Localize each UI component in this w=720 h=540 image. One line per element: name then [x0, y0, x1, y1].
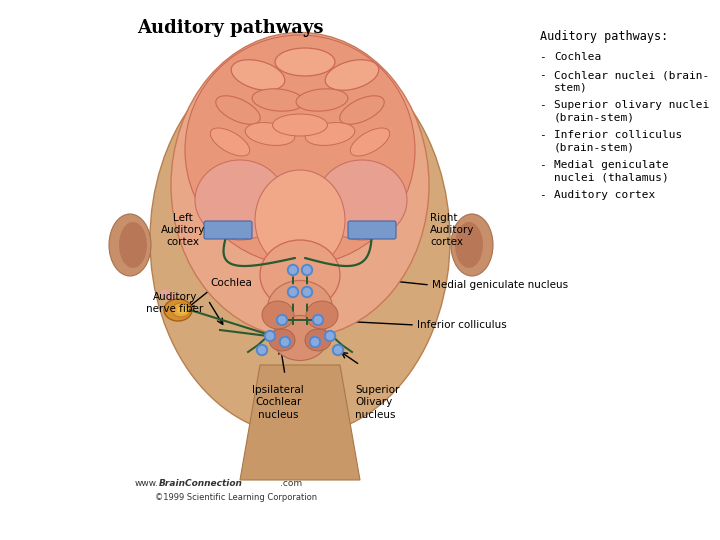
Text: Auditory cortex: Auditory cortex — [554, 190, 655, 200]
Text: Auditory pathways: Auditory pathways — [137, 19, 324, 37]
Circle shape — [302, 265, 312, 275]
Text: Cochlea: Cochlea — [554, 52, 601, 62]
Ellipse shape — [262, 301, 294, 329]
Text: Inferior colliculus
(brain-stem): Inferior colliculus (brain-stem) — [554, 130, 683, 152]
Text: -: - — [540, 130, 554, 140]
Ellipse shape — [171, 32, 429, 337]
Ellipse shape — [325, 60, 379, 90]
Circle shape — [258, 347, 266, 354]
Circle shape — [312, 339, 318, 346]
Text: www.: www. — [135, 479, 159, 488]
Ellipse shape — [150, 45, 450, 435]
Circle shape — [325, 330, 336, 341]
Ellipse shape — [455, 222, 483, 268]
FancyBboxPatch shape — [204, 221, 252, 239]
Ellipse shape — [272, 315, 328, 361]
Circle shape — [310, 336, 320, 348]
Ellipse shape — [246, 123, 294, 145]
Text: Auditory pathways:: Auditory pathways: — [540, 30, 668, 43]
Circle shape — [312, 314, 323, 326]
Text: Cochlear nuclei (brain-
stem): Cochlear nuclei (brain- stem) — [554, 70, 709, 92]
Ellipse shape — [216, 96, 260, 124]
Ellipse shape — [451, 214, 493, 276]
Circle shape — [289, 288, 297, 295]
Ellipse shape — [119, 222, 147, 268]
Circle shape — [276, 314, 287, 326]
Text: -: - — [540, 70, 554, 80]
Ellipse shape — [195, 160, 285, 240]
Circle shape — [302, 287, 312, 298]
Circle shape — [315, 316, 322, 323]
Circle shape — [287, 265, 299, 275]
Ellipse shape — [185, 35, 415, 265]
Text: Auditory
nerve fiber: Auditory nerve fiber — [146, 292, 204, 314]
Text: Medial geniculate
nuclei (thalamus): Medial geniculate nuclei (thalamus) — [554, 160, 669, 182]
Ellipse shape — [351, 128, 390, 156]
Ellipse shape — [164, 299, 192, 321]
Text: Left
Auditory
cortex: Left Auditory cortex — [161, 213, 205, 247]
Ellipse shape — [210, 128, 250, 156]
Text: Inferior colliculus: Inferior colliculus — [417, 320, 507, 330]
Text: Superior
Olivary
nucleus: Superior Olivary nucleus — [355, 385, 400, 420]
Ellipse shape — [177, 306, 187, 314]
Circle shape — [304, 288, 310, 295]
Ellipse shape — [317, 160, 407, 240]
Text: -: - — [540, 100, 554, 110]
Circle shape — [304, 267, 310, 273]
Text: BrainConnection: BrainConnection — [159, 479, 243, 488]
Text: Right
Auditory
cortex: Right Auditory cortex — [430, 213, 474, 247]
Circle shape — [333, 345, 343, 355]
Circle shape — [335, 347, 341, 354]
Circle shape — [287, 287, 299, 298]
Ellipse shape — [255, 170, 345, 270]
Ellipse shape — [252, 89, 304, 111]
Text: Medial geniculate nucleus: Medial geniculate nucleus — [432, 280, 568, 290]
Ellipse shape — [340, 96, 384, 124]
Ellipse shape — [172, 303, 190, 317]
Circle shape — [256, 345, 268, 355]
Ellipse shape — [305, 123, 355, 145]
Ellipse shape — [305, 329, 331, 351]
Ellipse shape — [260, 240, 340, 310]
Ellipse shape — [306, 301, 338, 329]
Circle shape — [279, 336, 290, 348]
Text: -: - — [540, 160, 554, 170]
FancyBboxPatch shape — [348, 221, 396, 239]
Text: Cochlea: Cochlea — [210, 278, 252, 288]
Ellipse shape — [231, 60, 285, 90]
Ellipse shape — [296, 89, 348, 111]
Circle shape — [326, 333, 333, 340]
Ellipse shape — [272, 114, 328, 136]
Ellipse shape — [109, 214, 151, 276]
Text: -: - — [540, 52, 554, 62]
Text: Ipsilateral
Cochlear
nucleus: Ipsilateral Cochlear nucleus — [252, 385, 304, 420]
Circle shape — [264, 330, 276, 341]
Polygon shape — [240, 365, 360, 480]
Text: ©1999 Scientific Learning Corporation: ©1999 Scientific Learning Corporation — [155, 493, 317, 502]
Ellipse shape — [269, 329, 295, 351]
Ellipse shape — [275, 48, 335, 76]
Circle shape — [289, 267, 297, 273]
Circle shape — [279, 316, 286, 323]
Circle shape — [266, 333, 274, 340]
Text: Superior olivary nuclei
(brain-stem): Superior olivary nuclei (brain-stem) — [554, 100, 709, 122]
Circle shape — [282, 339, 289, 346]
Text: .com: .com — [280, 479, 302, 488]
Ellipse shape — [268, 280, 333, 335]
Text: -: - — [540, 190, 554, 200]
